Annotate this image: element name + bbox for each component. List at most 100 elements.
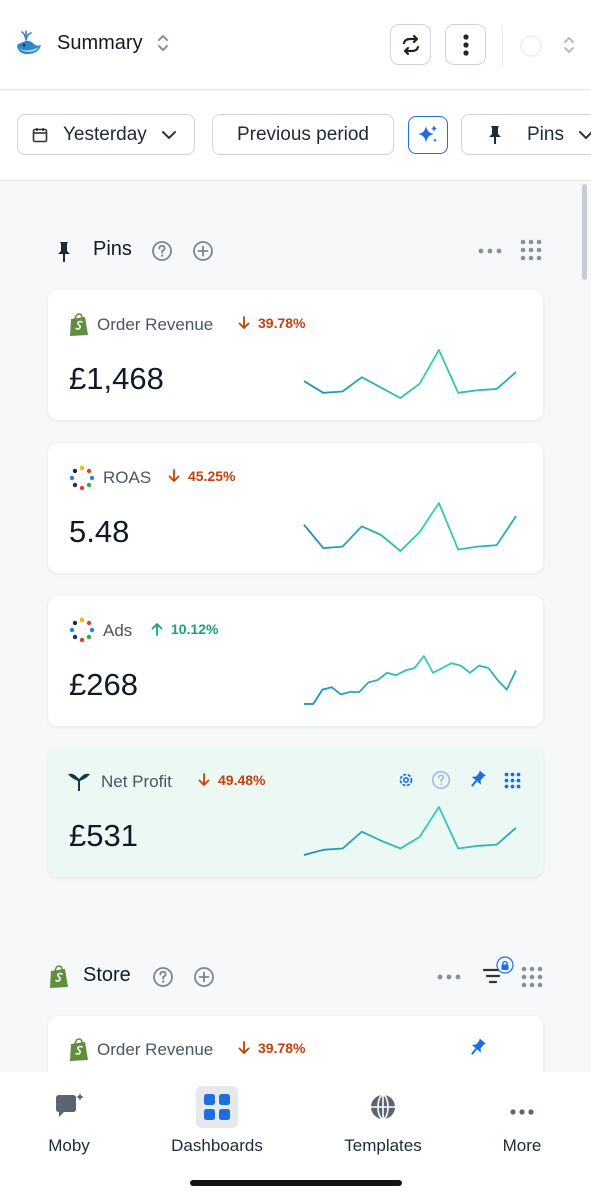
chevron-updown-icon	[157, 35, 168, 51]
shopify-icon	[70, 313, 88, 336]
nav-item-moby[interactable]: Moby	[34, 1072, 104, 1172]
metric-delta: 10.12%	[151, 621, 218, 637]
refresh-icon	[402, 34, 419, 55]
metric-card-roas[interactable]: ROAS 45.25% 5.48	[48, 443, 543, 573]
metric-delta: 45.25%	[168, 468, 235, 484]
pin-icon[interactable]	[468, 770, 486, 790]
multicolor-dots-icon	[69, 465, 95, 491]
add-icon[interactable]	[193, 966, 215, 988]
date-range-label: Yesterday	[63, 123, 147, 145]
metric-label: Order Revenue	[97, 315, 214, 334]
metric-card-net-profit[interactable]: Net Profit 49.48% £531	[48, 747, 543, 877]
metric-label: Ads	[103, 621, 133, 640]
metric-delta-value: 39.78%	[258, 315, 306, 331]
dashboard-selector[interactable]: Summary	[14, 28, 171, 58]
sparkline-chart	[303, 502, 517, 552]
metric-delta: 49.48%	[198, 772, 265, 788]
nav-item-more[interactable]: More	[487, 1072, 557, 1172]
metric-delta: 39.78%	[238, 1040, 305, 1056]
drag-grid-icon[interactable]	[520, 239, 542, 261]
pins-section-title: Pins	[93, 238, 132, 260]
triple-whale-icon	[68, 773, 90, 791]
nav-item-templates[interactable]: Templates	[333, 1072, 433, 1172]
nav-label: More	[502, 1136, 542, 1155]
more-horizontal-icon[interactable]	[478, 248, 502, 254]
more-horizontal-icon[interactable]	[437, 974, 461, 980]
active-indicator	[196, 1086, 238, 1128]
ai-sparkle-button[interactable]	[408, 116, 448, 154]
dashboard-grid-icon	[204, 1094, 230, 1120]
more-options-button[interactable]	[445, 24, 486, 65]
pins-filter-button[interactable]: Pins	[461, 114, 591, 155]
date-range-button[interactable]: Yesterday	[17, 114, 195, 155]
filter-bar: Yesterday Previous period Pins	[0, 91, 591, 181]
top-bar: Summary	[0, 0, 591, 90]
refresh-button[interactable]	[390, 24, 431, 65]
calendar-icon	[32, 127, 48, 142]
sparkline-chart	[303, 806, 517, 856]
arrow-down-icon	[238, 1041, 250, 1054]
drag-grid-icon[interactable]	[521, 966, 543, 988]
circle-icon[interactable]	[520, 35, 542, 57]
sparkline-series	[304, 655, 517, 705]
more-vertical-icon	[462, 33, 469, 56]
metric-label: Order Revenue	[97, 1040, 214, 1059]
compare-period-label: Previous period	[236, 123, 370, 145]
pin-icon	[489, 125, 501, 144]
sparkle-icon	[418, 125, 437, 143]
dashboard-title: Summary	[57, 31, 143, 54]
sparkline-series	[303, 349, 517, 399]
globe-icon	[371, 1094, 395, 1120]
multicolor-dots-icon	[69, 617, 95, 643]
help-icon[interactable]	[431, 770, 451, 790]
arrow-up-icon	[151, 623, 163, 636]
arrow-down-icon	[238, 316, 250, 329]
chevron-down-icon	[161, 130, 176, 139]
header-divider	[502, 26, 503, 66]
drag-grid-icon[interactable]	[504, 772, 521, 789]
metric-label: ROAS	[103, 468, 152, 487]
add-icon[interactable]	[192, 240, 214, 262]
store-section-header: Store	[0, 956, 591, 992]
settings-gear-icon[interactable]	[397, 771, 415, 789]
store-section-title: Store	[83, 964, 131, 986]
shopify-icon	[70, 1038, 88, 1061]
sparkline-chart	[303, 349, 517, 399]
pins-section-header: Pins	[0, 236, 591, 266]
metric-value: 5.48	[69, 514, 130, 549]
nav-item-dashboards[interactable]: Dashboards	[162, 1072, 272, 1172]
filter-locked-icon[interactable]	[482, 956, 516, 988]
bottom-navigation: Moby Dashboards Templates More	[0, 1072, 591, 1200]
compare-period-button[interactable]: Previous period	[212, 114, 394, 155]
whale-logo-icon	[17, 30, 41, 55]
nav-label: Templates	[344, 1136, 422, 1155]
pin-icon[interactable]	[468, 1038, 486, 1058]
metric-label: Net Profit	[101, 772, 172, 791]
metric-delta-value: 10.12%	[171, 621, 219, 637]
sparkline-series	[303, 806, 517, 856]
pins-filter-label: Pins	[527, 123, 564, 145]
nav-label: Moby	[48, 1136, 90, 1155]
chat-sparkle-icon	[56, 1093, 84, 1117]
metric-value: £1,468	[69, 361, 164, 396]
shopify-icon	[50, 965, 68, 988]
sparkline-chart	[304, 655, 517, 705]
chevron-updown-icon[interactable]	[562, 35, 576, 55]
help-icon[interactable]	[151, 240, 173, 262]
pin-icon	[58, 242, 70, 262]
more-horizontal-icon	[510, 1109, 534, 1115]
metric-delta-value: 45.25%	[188, 468, 236, 484]
help-icon[interactable]	[152, 966, 174, 988]
home-indicator	[190, 1180, 402, 1186]
arrow-down-icon	[168, 469, 180, 482]
metric-delta-value: 49.48%	[218, 772, 266, 788]
metric-value: £531	[69, 818, 138, 853]
metric-delta: 39.78%	[238, 315, 305, 331]
metric-card-order-revenue[interactable]: Order Revenue 39.78% £1,468	[48, 290, 543, 420]
sparkline-series	[303, 502, 517, 552]
nav-label: Dashboards	[171, 1136, 263, 1155]
scrollbar[interactable]	[582, 184, 587, 280]
arrow-down-icon	[198, 773, 210, 786]
metric-card-ads[interactable]: Ads 10.12% £268	[48, 596, 543, 726]
metric-value: £268	[69, 667, 138, 702]
